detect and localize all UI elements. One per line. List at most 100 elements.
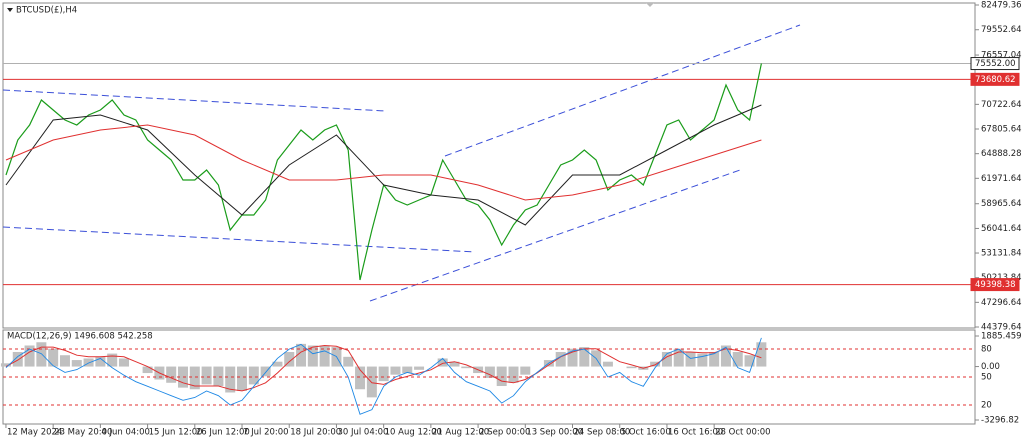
macd-bar [756,342,767,367]
macd-bar [378,366,389,382]
macd-bar [83,358,94,367]
macd-bar [0,363,11,367]
macd-bar [189,366,200,390]
macd-bar [390,366,401,375]
macd-bar [48,348,59,367]
macd-bar [213,366,224,387]
macd-bar [496,366,507,387]
macd-bar [296,343,307,367]
macd-bar [95,356,106,367]
level-box [970,72,1020,86]
macd-bar [166,366,177,383]
trendline [2,226,476,253]
oscillator-line [5,337,762,415]
y-tick-label: 44379.64 [981,323,1022,333]
x-tick-label: 18 Jul 20:00 [290,428,341,438]
macd-bar [626,366,637,369]
macd-bar [650,361,661,367]
x-tick-label: 24 Sep 08:00 [574,428,631,438]
macd-title: MACD(12,26,9) 1496.608 542.258 [7,332,153,342]
symbol-menu[interactable] [7,8,13,12]
level-box [970,278,1020,292]
trendline [444,24,801,157]
macd-bar [732,351,743,367]
macd-bar [24,345,35,367]
y-tick-label: 76557.04 [981,51,1022,61]
y-tick-label: 61971.64 [981,174,1022,184]
macd-bar [71,360,82,367]
trendline [2,89,386,112]
x-tick-label: 13 Sep 00:00 [526,428,583,438]
macd-bar [36,342,47,367]
level-label: 73680.62 [975,75,1016,85]
macd-bar [12,351,23,367]
x-tick-label: 7 Jul 20:00 [243,428,289,438]
macd-bar [437,358,448,367]
macd-bar [673,348,684,367]
macd-bar [343,356,354,367]
macd-bar [248,366,259,385]
level-label: 20 [981,400,992,410]
x-tick-label: 15 Jun 12:00 [149,428,203,438]
y-tick-label: 56041.64 [981,224,1022,234]
moving-average [5,104,762,226]
macd-bar [307,345,318,367]
macd-bar [260,366,271,377]
level-box [970,57,1020,71]
macd-bar [414,366,425,370]
macd-bar [461,366,472,369]
x-tick-label: 2 Sep 00:00 [479,428,530,438]
y-tick-label: 58965.64 [981,199,1022,209]
x-tick-label: 12 May 2024 [7,428,62,438]
macd-bar [602,361,613,367]
chart-title: BTCUSD(£),H4 [16,6,77,16]
x-tick-label: 4 Jun 04:00 [101,428,150,438]
y-tick-label: 0.00 [981,362,1000,372]
y-tick-label: 53131.84 [981,249,1022,259]
x-tick-label: 23 May 20:00 [54,428,112,438]
macd-bar [319,345,330,367]
x-tick-label: 5 Oct 16:00 [621,428,671,438]
x-tick-label: 21 Aug 12:00 [432,428,489,438]
macd-bar [59,355,70,367]
main-frame [2,2,976,329]
x-tick-label: 26 Jun 12:00 [196,428,250,438]
macd-bar [508,366,519,383]
level-label: 75552.00 [975,59,1016,69]
macd-bar [661,351,672,367]
macd-bar [555,351,566,367]
level-label: 49398.38 [975,280,1016,290]
macd-bar [272,361,283,367]
y-tick-label: 1885.459 [981,332,1022,342]
moving-average [5,124,762,201]
macd-bar [284,351,295,367]
scroll-marker [646,3,654,7]
macd-bar [355,366,366,390]
y-tick-label: 79552.64 [981,25,1022,35]
signal-line [5,344,762,392]
x-tick-label: 16 Oct 16:00 [668,428,723,438]
trendlines [2,24,801,302]
macd-bar [142,366,153,374]
macd-bar [201,366,212,385]
macd-bar [118,358,129,367]
y-tick-label: 82479.36 [981,1,1022,11]
macd-bar [484,366,495,378]
macd-bar [237,366,248,391]
macd-bar [449,361,460,367]
macd-bar [520,366,531,375]
macd-bar [697,353,708,367]
macd-bar [720,345,731,367]
macd-bar [579,347,590,367]
macd-bar [685,351,696,367]
y-tick-label: 47296.64 [981,298,1022,308]
y-tick-label: 70722.64 [981,100,1022,110]
y-tick-label: 67805.64 [981,125,1022,135]
x-tick-label: 10 Aug 12:00 [385,428,442,438]
y-tick-label: 64888.28 [981,149,1022,159]
y-tick-label: -3296.82 [981,416,1019,426]
macd-bar [744,355,755,367]
x-tick-label: 28 Oct 00:00 [715,428,770,438]
x-tick-label: 30 Jul 04:00 [337,428,388,438]
